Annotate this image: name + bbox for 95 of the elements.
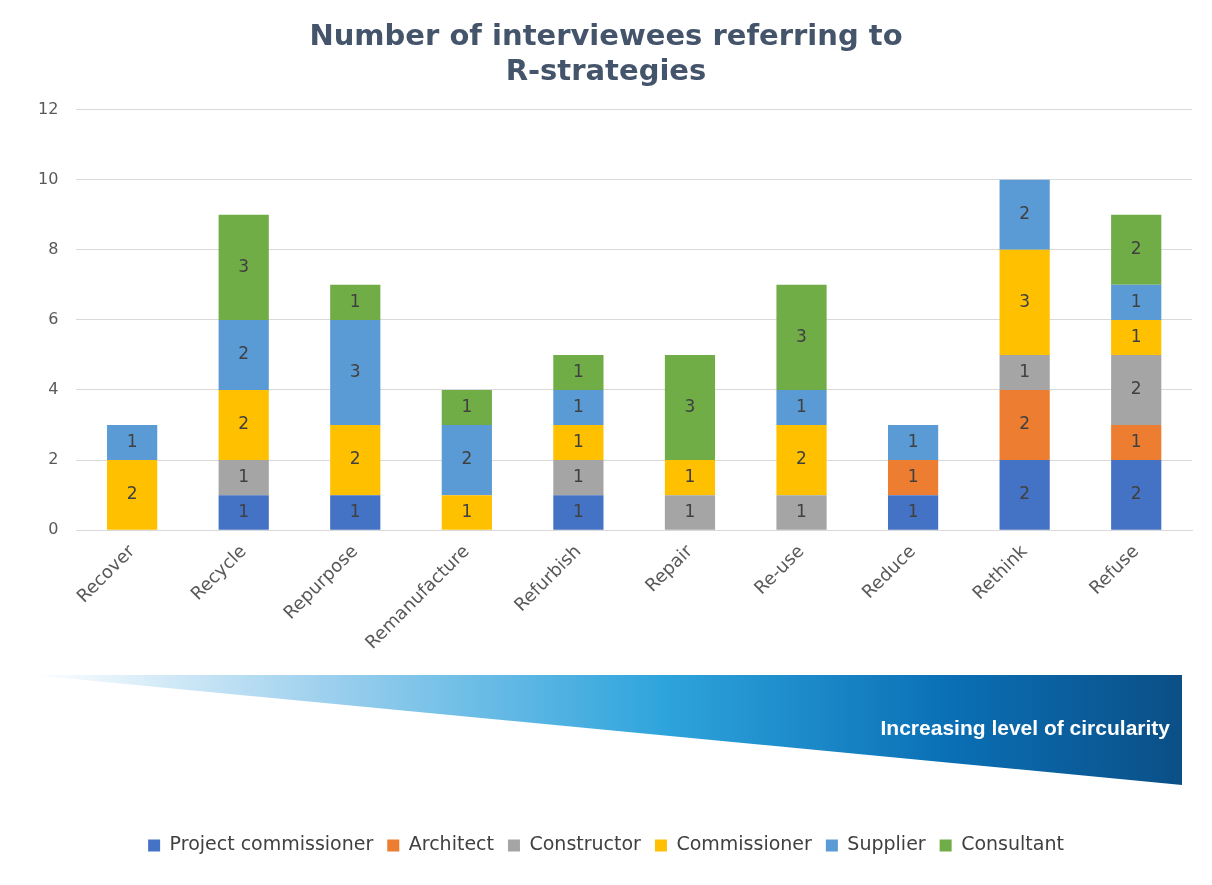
bar <box>107 425 158 461</box>
legend-label: Project commissioner <box>169 832 374 855</box>
bar <box>107 460 158 530</box>
data-label: 2 <box>461 448 473 469</box>
data-label: 1 <box>796 500 807 521</box>
bar <box>1111 214 1162 285</box>
bar <box>441 389 492 426</box>
legend-label: Consultant <box>961 832 1064 855</box>
bar <box>999 249 1050 355</box>
data-label: 2 <box>1130 238 1142 259</box>
bar <box>999 354 1050 390</box>
bar <box>776 495 827 530</box>
data-label: 1 <box>572 500 584 521</box>
data-label: 3 <box>349 360 361 381</box>
data-label: 1 <box>461 500 473 521</box>
bar <box>553 354 604 390</box>
data-label: 1 <box>1130 290 1142 311</box>
bar <box>1111 354 1162 426</box>
data-label: 3 <box>1019 290 1031 311</box>
y-tick-label: 2 <box>48 449 59 469</box>
bar <box>999 460 1050 530</box>
bar <box>1111 319 1162 355</box>
data-label: 2 <box>238 413 250 434</box>
data-label: 1 <box>907 466 919 487</box>
bar <box>1111 425 1162 461</box>
bar <box>330 319 381 426</box>
bar <box>887 460 939 496</box>
bar <box>553 495 604 530</box>
data-label: 1 <box>349 290 361 311</box>
bar <box>218 389 269 461</box>
bar <box>999 179 1050 250</box>
data-label: 1 <box>1130 430 1142 451</box>
data-label: 1 <box>684 466 696 487</box>
data-label: 2 <box>238 343 250 364</box>
bar <box>330 495 381 530</box>
data-label: 1 <box>126 430 138 451</box>
data-label: 1 <box>572 466 584 487</box>
bar <box>441 425 492 496</box>
bar <box>887 425 939 461</box>
data-label: 1 <box>238 500 250 521</box>
data-label: 2 <box>1019 483 1031 504</box>
bar <box>218 319 269 390</box>
y-tick-label: 4 <box>48 379 59 399</box>
bar <box>664 460 716 496</box>
data-label: 1 <box>1019 360 1031 381</box>
data-label: 3 <box>238 255 250 276</box>
bar <box>553 425 604 461</box>
legend-label: Constructor <box>529 832 642 855</box>
data-label: 2 <box>349 448 361 469</box>
data-label: 2 <box>126 483 138 504</box>
bar <box>553 389 604 426</box>
y-tick-label: 10 <box>38 168 59 188</box>
data-label: 1 <box>461 395 473 416</box>
bar <box>1111 460 1162 530</box>
data-label: 1 <box>572 360 584 381</box>
bar <box>1111 284 1162 320</box>
data-label: 3 <box>796 325 807 346</box>
y-tick-label: 0 <box>48 519 59 539</box>
data-label: 1 <box>907 430 919 451</box>
data-label: 1 <box>238 466 250 487</box>
bar <box>776 284 827 390</box>
bar <box>776 425 827 496</box>
data-label: 1 <box>907 500 919 521</box>
y-tick-label: 8 <box>48 238 59 258</box>
data-label: 1 <box>796 395 807 416</box>
data-label: 2 <box>796 448 807 469</box>
text: Increasing level of circularity <box>880 716 1170 740</box>
data-label: 2 <box>1130 483 1142 504</box>
legend-label: Architect <box>408 832 494 855</box>
bar <box>553 460 604 496</box>
bar <box>664 354 716 461</box>
bar <box>330 425 381 496</box>
legend-label: Commissioner <box>676 832 813 855</box>
bar <box>999 389 1050 461</box>
bar <box>887 495 939 530</box>
data-label: 2 <box>1019 203 1031 224</box>
bar <box>218 460 269 496</box>
bar <box>664 495 716 530</box>
bar <box>776 389 827 426</box>
bar <box>218 214 269 320</box>
data-label: 2 <box>1130 378 1142 399</box>
data-label: 1 <box>1130 325 1142 346</box>
legend-label: Supplier <box>847 832 926 855</box>
chart-title: Number of interviewees referring to R-strategies <box>309 17 903 87</box>
data-label: 1 <box>572 430 584 451</box>
y-tick-label: 12 <box>38 98 59 118</box>
data-label: 3 <box>684 395 696 416</box>
bar <box>330 284 381 320</box>
data-label: 2 <box>1019 413 1031 434</box>
bar <box>441 495 492 530</box>
data-label: 1 <box>349 500 361 521</box>
data-label: 1 <box>572 395 584 416</box>
data-label: 1 <box>684 500 696 521</box>
bar <box>218 495 269 530</box>
y-tick-label: 6 <box>48 309 59 329</box>
